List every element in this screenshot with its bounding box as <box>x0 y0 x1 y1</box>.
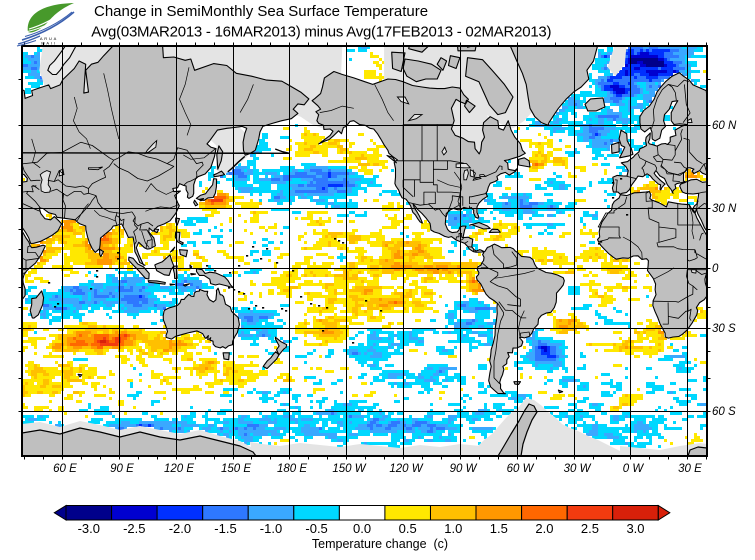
svg-text:90 W: 90 W <box>450 463 478 475</box>
svg-text:30 W: 30 W <box>564 463 592 475</box>
svg-text:-2.0: -2.0 <box>169 521 191 536</box>
svg-text:1.0: 1.0 <box>444 521 462 536</box>
svg-text:-0.5: -0.5 <box>305 521 327 536</box>
svg-text:60 N: 60 N <box>712 120 737 132</box>
svg-text:Change in SemiMonthly Sea Surf: Change in SemiMonthly Sea Surface Temper… <box>94 3 428 20</box>
svg-text:0.0: 0.0 <box>353 521 371 536</box>
svg-text:120 W: 120 W <box>389 463 423 475</box>
svg-text:30 N: 30 N <box>712 203 737 215</box>
svg-text:60 S: 60 S <box>712 406 736 418</box>
svg-text:ARUA: ARUA <box>40 36 58 41</box>
svg-text:150 E: 150 E <box>221 463 251 475</box>
svg-text:60 E: 60 E <box>53 463 77 475</box>
svg-text:30 E: 30 E <box>678 463 702 475</box>
svg-text:-3.0: -3.0 <box>78 521 100 536</box>
svg-text:180 E: 180 E <box>277 463 307 475</box>
svg-text:0 W: 0 W <box>623 463 645 475</box>
svg-text:90 E: 90 E <box>110 463 134 475</box>
svg-text:0.5: 0.5 <box>399 521 417 536</box>
svg-text:1.5: 1.5 <box>490 521 508 536</box>
svg-text:150 W: 150 W <box>332 463 366 475</box>
svg-text:3.0: 3.0 <box>626 521 644 536</box>
svg-text:Temperature change (c): Temperature change (c) <box>312 537 448 551</box>
svg-text:0: 0 <box>712 263 719 275</box>
svg-text:-2.5: -2.5 <box>123 521 145 536</box>
svg-text:120 E: 120 E <box>164 463 194 475</box>
svg-text:30 S: 30 S <box>712 323 736 335</box>
svg-text:MAII: MAII <box>41 41 56 46</box>
svg-text:2.0: 2.0 <box>535 521 553 536</box>
svg-text:-1.0: -1.0 <box>260 521 282 536</box>
svg-text:Avg(03MAR2013 - 16MAR2013) min: Avg(03MAR2013 - 16MAR2013) minus Avg(17F… <box>91 24 551 41</box>
svg-text:-1.5: -1.5 <box>214 521 236 536</box>
svg-text:60 W: 60 W <box>507 463 535 475</box>
svg-text:2.5: 2.5 <box>581 521 599 536</box>
